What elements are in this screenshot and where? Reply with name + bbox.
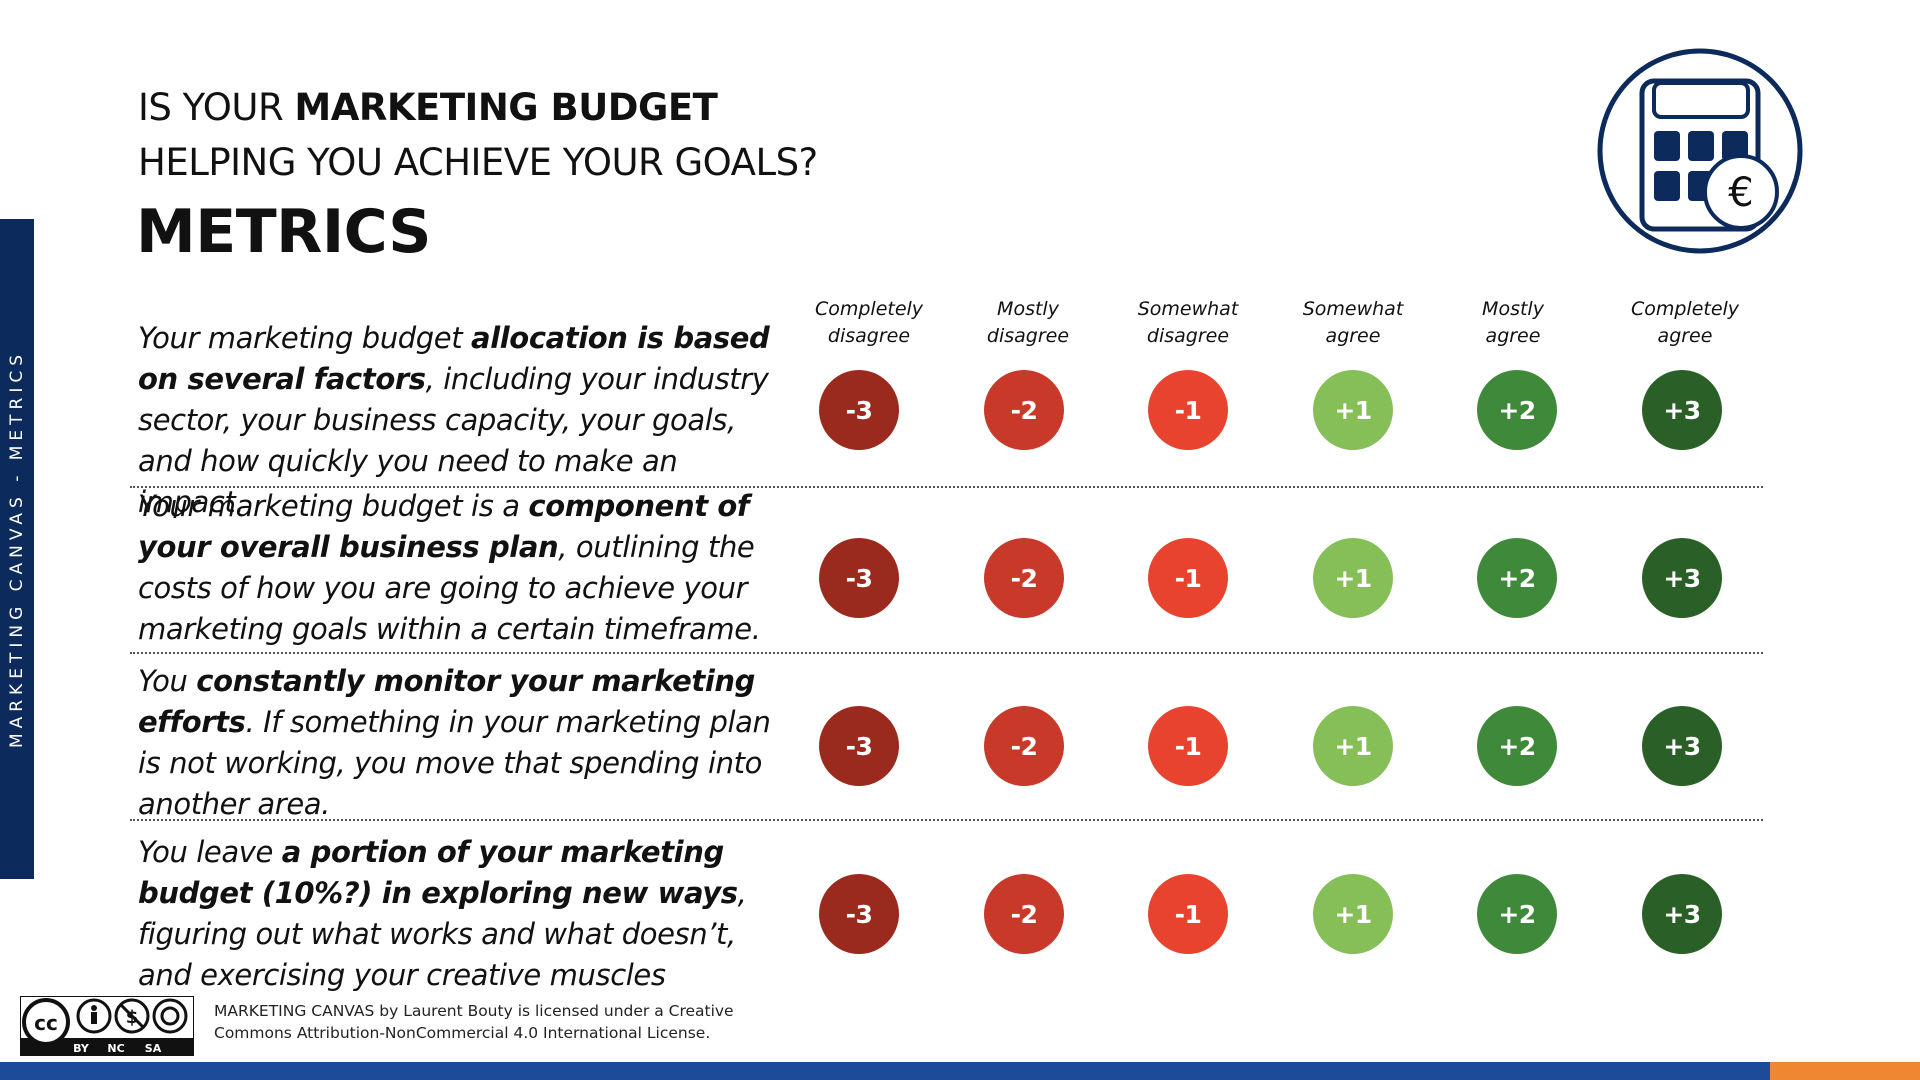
side-label: MARKETING CANVAS - METRICS: [7, 349, 27, 749]
rating-option[interactable]: +3: [1642, 874, 1722, 954]
row-divider: [130, 486, 1763, 488]
bottom-accent-bar: [1770, 1062, 1920, 1080]
rating-option[interactable]: +3: [1642, 370, 1722, 450]
title-line-2: HELPING YOU ACHIEVE YOUR GOALS?: [138, 141, 818, 184]
svg-text:NC: NC: [107, 1042, 124, 1055]
row-divider: [130, 819, 1763, 821]
title-bold: MARKETING BUDGET: [294, 86, 718, 129]
page-heading: METRICS: [136, 197, 432, 267]
side-bar: [0, 219, 34, 879]
cc-license-badge: cc $ BY NC SA: [20, 996, 194, 1056]
rating-option[interactable]: +2: [1477, 874, 1557, 954]
license-text: MARKETING CANVAS by Laurent Bouty is lic…: [214, 1000, 754, 1044]
title-line-1: IS YOUR MARKETING BUDGET: [138, 86, 718, 129]
scale-header: Completely disagree: [814, 298, 924, 347]
rating-option[interactable]: +1: [1313, 874, 1393, 954]
rating-option[interactable]: +2: [1477, 538, 1557, 618]
scale-header: Mostly disagree: [986, 298, 1070, 347]
svg-text:cc: cc: [34, 1011, 58, 1035]
license-line-2: Commons Attribution-NonCommercial 4.0 In…: [214, 1024, 711, 1042]
rating-option[interactable]: -1: [1148, 874, 1228, 954]
rating-option[interactable]: -2: [984, 706, 1064, 786]
rating-option[interactable]: -1: [1148, 538, 1228, 618]
svg-text:BY: BY: [73, 1042, 90, 1055]
statement-1: Your marketing budget allocation is base…: [138, 321, 770, 519]
scale-header: Somewhat agree: [1302, 298, 1404, 347]
svg-text:SA: SA: [145, 1042, 162, 1055]
rating-option[interactable]: -1: [1148, 370, 1228, 450]
rating-option[interactable]: +2: [1477, 706, 1557, 786]
title-prefix: IS YOUR: [138, 86, 295, 129]
svg-text:€: €: [1728, 170, 1753, 216]
license-line-1: MARKETING CANVAS by Laurent Bouty is lic…: [214, 1002, 734, 1020]
statement-4: You leave a portion of your marketing bu…: [138, 835, 747, 992]
rating-option[interactable]: -3: [819, 538, 899, 618]
rating-option[interactable]: +1: [1313, 370, 1393, 450]
statement-2: Your marketing budget is a component of …: [138, 489, 761, 646]
scale-header: Completely agree: [1630, 298, 1740, 347]
scale-header: Mostly agree: [1482, 298, 1544, 347]
rating-option[interactable]: -1: [1148, 706, 1228, 786]
calculator-euro-icon: €: [1597, 48, 1803, 254]
rating-option[interactable]: +3: [1642, 706, 1722, 786]
rating-option[interactable]: +1: [1313, 538, 1393, 618]
row-divider: [130, 652, 1763, 654]
rating-option[interactable]: +3: [1642, 538, 1722, 618]
rating-option[interactable]: -2: [984, 538, 1064, 618]
rating-option[interactable]: -2: [984, 370, 1064, 450]
statement-3: You constantly monitor your marketing ef…: [138, 664, 771, 821]
rating-option[interactable]: -3: [819, 706, 899, 786]
bottom-bar: [0, 1062, 1770, 1080]
rating-option[interactable]: -3: [819, 874, 899, 954]
rating-option[interactable]: +2: [1477, 370, 1557, 450]
rating-option[interactable]: +1: [1313, 706, 1393, 786]
rating-option[interactable]: -2: [984, 874, 1064, 954]
rating-option[interactable]: -3: [819, 370, 899, 450]
scale-header: Somewhat disagree: [1137, 298, 1239, 347]
